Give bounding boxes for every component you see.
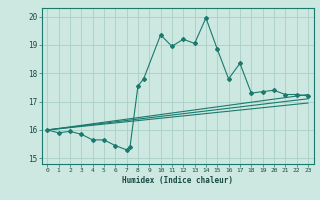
X-axis label: Humidex (Indice chaleur): Humidex (Indice chaleur) [122,176,233,185]
